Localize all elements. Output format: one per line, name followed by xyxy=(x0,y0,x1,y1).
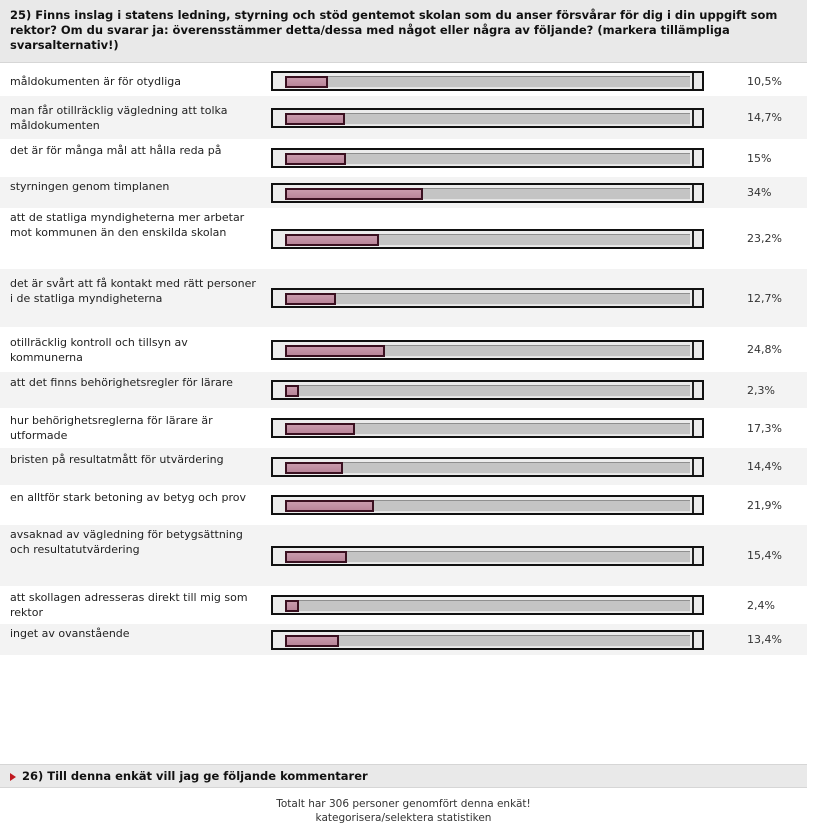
result-row: att de statliga myndigheterna mer arbeta… xyxy=(0,208,807,269)
result-bar xyxy=(271,288,704,308)
option-percent: 24,8% xyxy=(747,343,782,356)
bar-track xyxy=(285,345,690,357)
option-percent: 14,7% xyxy=(747,111,782,124)
statistics-filter-link[interactable]: kategorisera/selektera statistiken xyxy=(315,812,492,824)
option-label: att det finns behörighetsregler för lära… xyxy=(10,376,233,389)
option-label: det är för många mål att hålla reda på xyxy=(10,144,222,157)
result-row: en alltför stark betoning av betyg och p… xyxy=(0,485,807,525)
bar-fill xyxy=(285,234,379,246)
bar-track xyxy=(285,113,690,125)
bar-fill xyxy=(285,500,374,512)
option-label: otillräcklig kontroll och tillsyn av kom… xyxy=(10,335,188,364)
option-label: hur behörighetsreglerna för lärare är ut… xyxy=(10,414,213,442)
option-label: att skollagen adresseras direkt till mig… xyxy=(10,591,248,619)
bar-fill xyxy=(285,76,328,88)
footer: Totalt har 306 personer genomfört denna … xyxy=(0,797,807,825)
result-bar xyxy=(271,630,704,650)
option-percent: 17,3% xyxy=(747,422,782,435)
option-label: styrningen genom timplanen xyxy=(10,180,170,193)
option-percent: 12,7% xyxy=(747,292,782,305)
result-bar xyxy=(271,457,704,477)
bar-fill xyxy=(285,635,340,647)
result-bar xyxy=(271,495,704,515)
bar-fill xyxy=(285,293,337,305)
option-percent: 34% xyxy=(747,186,772,199)
option-percent: 13,4% xyxy=(747,633,782,646)
bar-track xyxy=(285,551,690,563)
result-bar xyxy=(271,148,704,168)
bar-fill xyxy=(285,113,345,125)
bar-fill xyxy=(285,551,348,563)
result-bar xyxy=(271,340,704,360)
option-percent: 15,4% xyxy=(747,549,782,562)
option-label: bristen på resultatmått för utvärdering xyxy=(10,452,224,466)
question-title: 25) Finns inslag i statens ledning, styr… xyxy=(0,0,807,63)
result-bar xyxy=(271,418,704,438)
bar-track xyxy=(285,600,690,612)
bar-track xyxy=(285,423,690,435)
result-row: otillräcklig kontroll och tillsyn av kom… xyxy=(0,327,807,372)
result-bar xyxy=(271,108,704,128)
bar-fill xyxy=(285,153,346,165)
option-percent: 2,3% xyxy=(747,384,775,397)
result-bar xyxy=(271,546,704,566)
result-row: avsaknad av vägledning för betygsättning… xyxy=(0,525,807,586)
result-bar xyxy=(271,183,704,203)
option-percent: 23,2% xyxy=(747,232,782,245)
option-label: det är svårt att få kontakt med rätt per… xyxy=(10,276,256,305)
bar-track xyxy=(285,188,690,200)
result-row: det är svårt att få kontakt med rätt per… xyxy=(0,269,807,327)
bar-track xyxy=(285,500,690,512)
result-bar xyxy=(271,595,704,615)
option-percent: 10,5% xyxy=(747,75,782,88)
bar-track xyxy=(285,153,690,165)
option-percent: 21,9% xyxy=(747,499,782,512)
bar-track xyxy=(285,234,690,246)
result-row: inget av ovanstående 13,4% xyxy=(0,624,807,655)
result-row: att det finns behörighetsregler för lära… xyxy=(0,372,807,408)
option-percent: 2,4% xyxy=(747,599,775,612)
option-label: avsaknad av vägledning för betygsättning… xyxy=(10,528,243,556)
result-row: man får otillräcklig vägledning att tolk… xyxy=(0,96,807,139)
bar-track xyxy=(285,293,690,305)
next-question-link[interactable]: 26) Till denna enkät vill jag ge följand… xyxy=(0,764,807,788)
option-label: en alltför stark betoning av betyg och p… xyxy=(10,491,247,504)
next-question-label: 26) Till denna enkät vill jag ge följand… xyxy=(22,769,368,783)
total-respondents-text: Totalt har 306 personer genomfört denna … xyxy=(276,798,531,810)
option-percent: 15% xyxy=(747,152,772,165)
bar-track xyxy=(285,462,690,474)
result-row: att skollagen adresseras direkt till mig… xyxy=(0,586,807,624)
option-label: måldokumenten är för otydliga xyxy=(10,74,181,88)
arrow-right-icon xyxy=(10,772,16,781)
result-bar xyxy=(271,380,704,400)
result-row: bristen på resultatmått för utvärdering 1… xyxy=(0,448,807,485)
bar-fill xyxy=(285,188,423,200)
bar-fill xyxy=(285,385,299,397)
option-label: inget av ovanstående xyxy=(10,627,130,640)
bar-track xyxy=(285,76,690,88)
result-row: måldokumenten är för otydliga 10,5% xyxy=(0,66,807,96)
bar-fill xyxy=(285,423,356,435)
bar-fill xyxy=(285,462,344,474)
bar-track xyxy=(285,385,690,397)
result-bar xyxy=(271,71,704,91)
bar-track xyxy=(285,635,690,647)
result-row: hur behörighetsreglerna för lärare är ut… xyxy=(0,408,807,448)
bar-fill xyxy=(285,600,299,612)
option-label: att de statliga myndigheterna mer arbeta… xyxy=(10,211,245,239)
option-label: man får otillräcklig vägledning att tolk… xyxy=(10,103,228,132)
bar-fill xyxy=(285,345,386,357)
result-bar xyxy=(271,229,704,249)
option-percent: 14,4% xyxy=(747,460,782,473)
result-row: styrningen genom timplanen 34% xyxy=(0,177,807,208)
result-row: det är för många mål att hålla reda på 15… xyxy=(0,139,807,177)
